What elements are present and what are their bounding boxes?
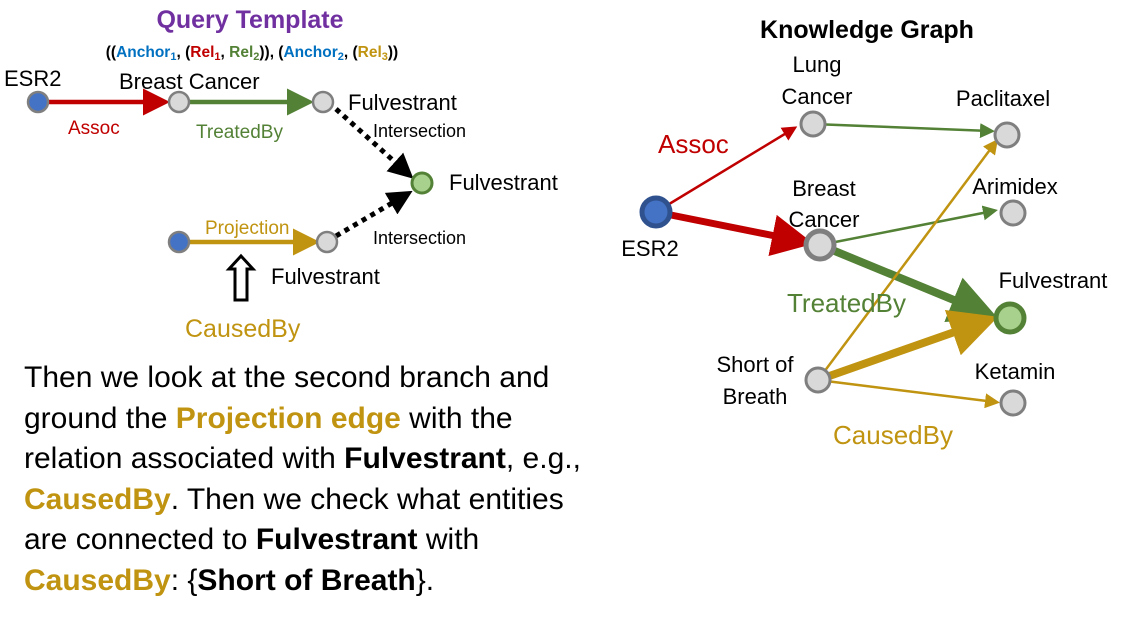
query-label-intersection-top: Intersection (373, 121, 466, 141)
kg-label-esr2: ESR2 (621, 236, 678, 261)
kg-label-short-of: Short of (716, 352, 794, 377)
kg-edge-sob-fulvestrant (816, 309, 999, 384)
kg-node-esr2 (639, 195, 673, 229)
kg-label-assoc: Assoc (658, 129, 729, 159)
query-label-fulvestrant-center: Fulvestrant (449, 170, 558, 195)
kg-label-causedby: CausedBy (833, 420, 953, 450)
query-label-esr2: ESR2 (4, 66, 61, 91)
kg-label-breath: Breath (723, 384, 788, 409)
query-label-breast-cancer: Breast Cancer (119, 69, 260, 94)
kg-edge-breast-arimidex (819, 205, 998, 247)
kg-label-lung-cancer: Cancer (782, 84, 853, 109)
kg-node-ketamin (999, 389, 1027, 417)
query-node-fulvestrant-bottom (315, 230, 339, 254)
kg-label-fulvestrant: Fulvestrant (999, 268, 1108, 293)
kg-label-treatedby: TreatedBy (787, 288, 906, 318)
query-label-intersection-bottom: Intersection (373, 228, 466, 248)
explanation-paragraph: Then we look at the second branch and gr… (24, 361, 581, 597)
kg-label-breast: Breast (792, 176, 856, 201)
query-node-esr2 (26, 90, 50, 114)
kg-edge-sob-paclitaxel (816, 138, 998, 381)
query-label-causedby: CausedBy (185, 315, 301, 343)
kg-edge-esr2-lung (655, 126, 798, 214)
query-edge-intersection-bottom (334, 190, 413, 239)
query-node-anchor2 (167, 230, 191, 254)
kg-label-breast-cancer: Cancer (789, 207, 860, 232)
kg-edge-breast-fulvestrant (818, 241, 998, 323)
kg-label-paclitaxel: Paclitaxel (956, 86, 1050, 111)
query-label-assoc: Assoc (68, 118, 120, 139)
query-label-fulvestrant-bottom: Fulvestrant (271, 264, 380, 289)
query-label-fulvestrant-top: Fulvestrant (348, 90, 457, 115)
kg-node-paclitaxel (993, 121, 1021, 149)
kg-edge-sob-ketamin (817, 378, 1000, 409)
query-node-fulvestrant-center (410, 171, 434, 195)
kg-label-ketamin: Ketamin (975, 359, 1056, 384)
hollow-up-arrow-icon (225, 253, 257, 302)
kg-node-fulvestrant (993, 301, 1027, 335)
kg-node-short-of-breath (804, 366, 832, 394)
query-template-formula: ((Anchor1, (Rel1, Rel2)), (Anchor2, (Rel… (106, 44, 398, 63)
query-node-fulvestrant-top (311, 90, 335, 114)
kg-edge-lung-paclitaxel (812, 122, 995, 139)
query-title: Query Template (156, 6, 343, 34)
kg-title: Knowledge Graph (760, 16, 974, 44)
kg-edge-esr2-breast (655, 208, 814, 257)
kg-label-arimidex: Arimidex (972, 174, 1058, 199)
query-label-treatedby: TreatedBy (196, 122, 283, 143)
query-node-breast-cancer (167, 90, 191, 114)
kg-node-breast-cancer (803, 228, 837, 262)
kg-label-lung: Lung (793, 52, 842, 77)
query-label-projection: Projection (205, 218, 290, 239)
kg-node-arimidex (999, 199, 1027, 227)
kg-node-lung-cancer (799, 110, 827, 138)
